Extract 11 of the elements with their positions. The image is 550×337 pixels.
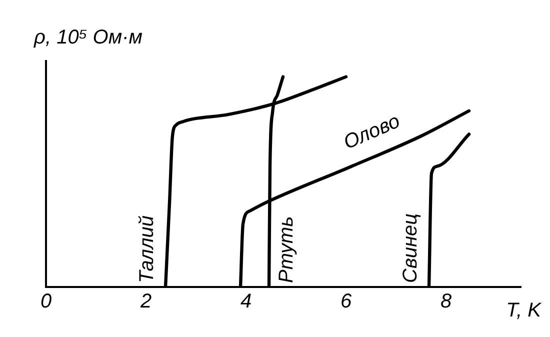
- text: Ртуть: [276, 216, 298, 283]
- x-tick-label: 6: [340, 290, 352, 313]
- text: Свинец: [400, 213, 422, 283]
- x-tick-label: 8: [440, 290, 452, 313]
- x-tick-label: 4: [240, 290, 252, 313]
- x-tick-label: 2: [139, 290, 152, 313]
- text: Таллий: [136, 216, 158, 283]
- text: Олово: [340, 110, 404, 154]
- y-axis-title: ρ, 10⁵ Ом·м: [33, 26, 143, 49]
- x-axis-title: T, K: [506, 300, 543, 322]
- x-tick-label: 0: [40, 290, 52, 313]
